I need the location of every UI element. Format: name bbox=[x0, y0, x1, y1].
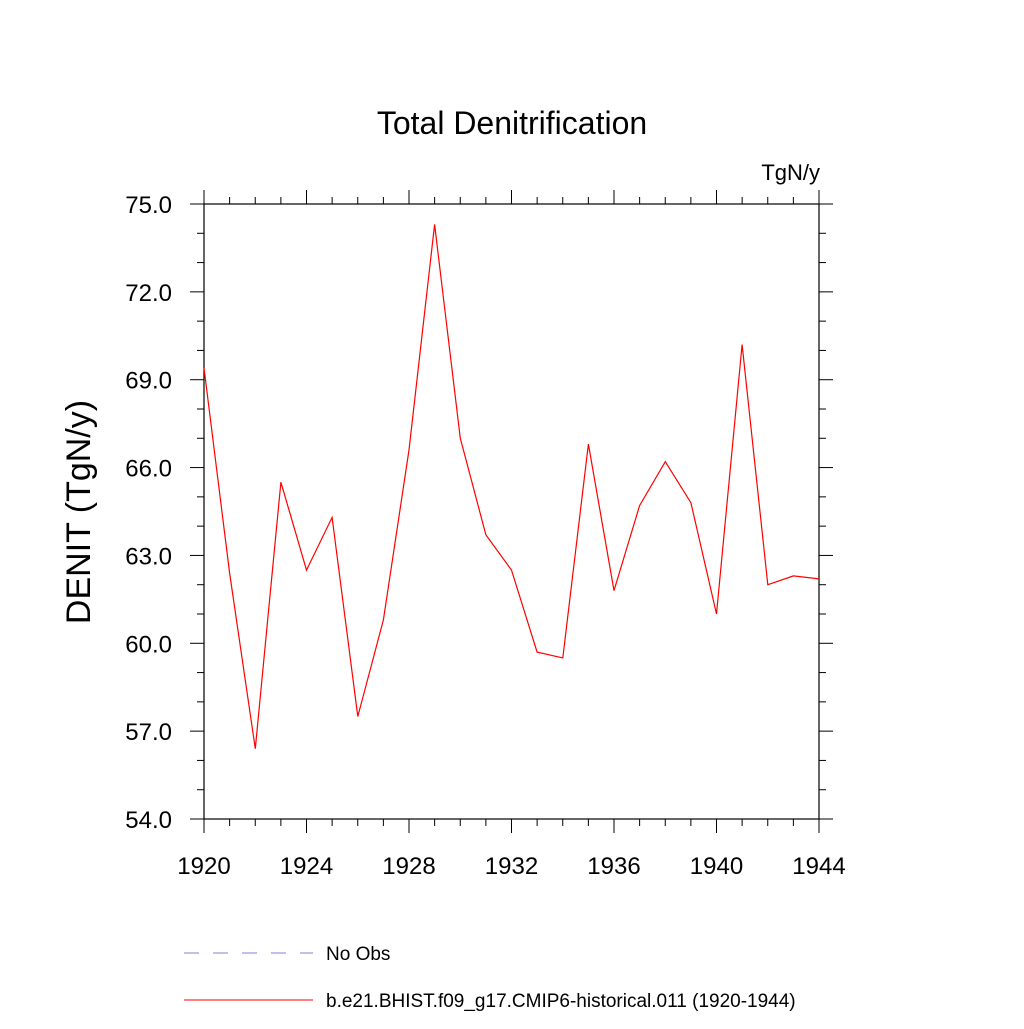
data-point bbox=[434, 224, 436, 226]
data-point bbox=[793, 575, 795, 577]
legend: No Obs b.e21.BHIST.f09_g17.CMIP6-histori… bbox=[184, 944, 796, 1012]
x-tick-label: 1924 bbox=[280, 853, 333, 880]
y-tick-label: 66.0 bbox=[125, 456, 172, 483]
data-point bbox=[562, 657, 564, 659]
data-point bbox=[716, 613, 718, 615]
data-point bbox=[203, 367, 205, 369]
data-point bbox=[511, 569, 513, 571]
plot-frame bbox=[203, 203, 820, 820]
data-point bbox=[818, 578, 820, 580]
series-line-historical bbox=[203, 224, 820, 749]
y-tick-label: 60.0 bbox=[125, 631, 172, 658]
data-point bbox=[383, 619, 385, 621]
data-point bbox=[639, 505, 641, 507]
y-tick-label: 75.0 bbox=[125, 192, 172, 219]
data-point bbox=[229, 572, 231, 574]
data-point bbox=[741, 344, 743, 346]
data-point bbox=[408, 449, 410, 451]
x-tick-label: 1932 bbox=[485, 853, 538, 880]
data-point bbox=[306, 569, 308, 571]
y-tick-label: 57.0 bbox=[125, 719, 172, 746]
x-tick-label: 1920 bbox=[177, 853, 230, 880]
data-point bbox=[331, 517, 333, 519]
data-point bbox=[536, 651, 538, 653]
data-point bbox=[613, 590, 615, 592]
x-tick-label: 1936 bbox=[587, 853, 640, 880]
x-tick-label: 1944 bbox=[792, 853, 845, 880]
legend-label-no-obs: No Obs bbox=[326, 944, 390, 965]
chart-title: Total Denitrification bbox=[377, 105, 647, 141]
legend-label-historical: b.e21.BHIST.f09_g17.CMIP6-historical.011… bbox=[326, 991, 796, 1012]
y-tick-label: 72.0 bbox=[125, 280, 172, 307]
data-point bbox=[588, 443, 590, 445]
data-point bbox=[357, 716, 359, 718]
axis-tick-labels: 1920 1924 1928 1932 1936 1940 1944 54.0 57.0 60.0… bbox=[125, 192, 845, 880]
data-point bbox=[280, 481, 282, 483]
axis-ticks bbox=[190, 190, 833, 833]
y-tick-label: 63.0 bbox=[125, 543, 172, 570]
data-point bbox=[485, 534, 487, 536]
series-group bbox=[203, 224, 820, 750]
x-tick-label: 1940 bbox=[690, 853, 743, 880]
y-tick-label: 54.0 bbox=[125, 807, 172, 834]
y-axis-label: DENIT (TgN/y) bbox=[60, 400, 98, 624]
y-tick-label: 69.0 bbox=[125, 368, 172, 395]
data-point bbox=[460, 438, 462, 440]
data-point bbox=[767, 584, 769, 586]
data-point bbox=[665, 461, 667, 463]
x-tick-label: 1928 bbox=[382, 853, 435, 880]
units-label: TgN/y bbox=[761, 160, 820, 185]
data-point bbox=[255, 748, 257, 750]
data-point bbox=[690, 502, 692, 504]
